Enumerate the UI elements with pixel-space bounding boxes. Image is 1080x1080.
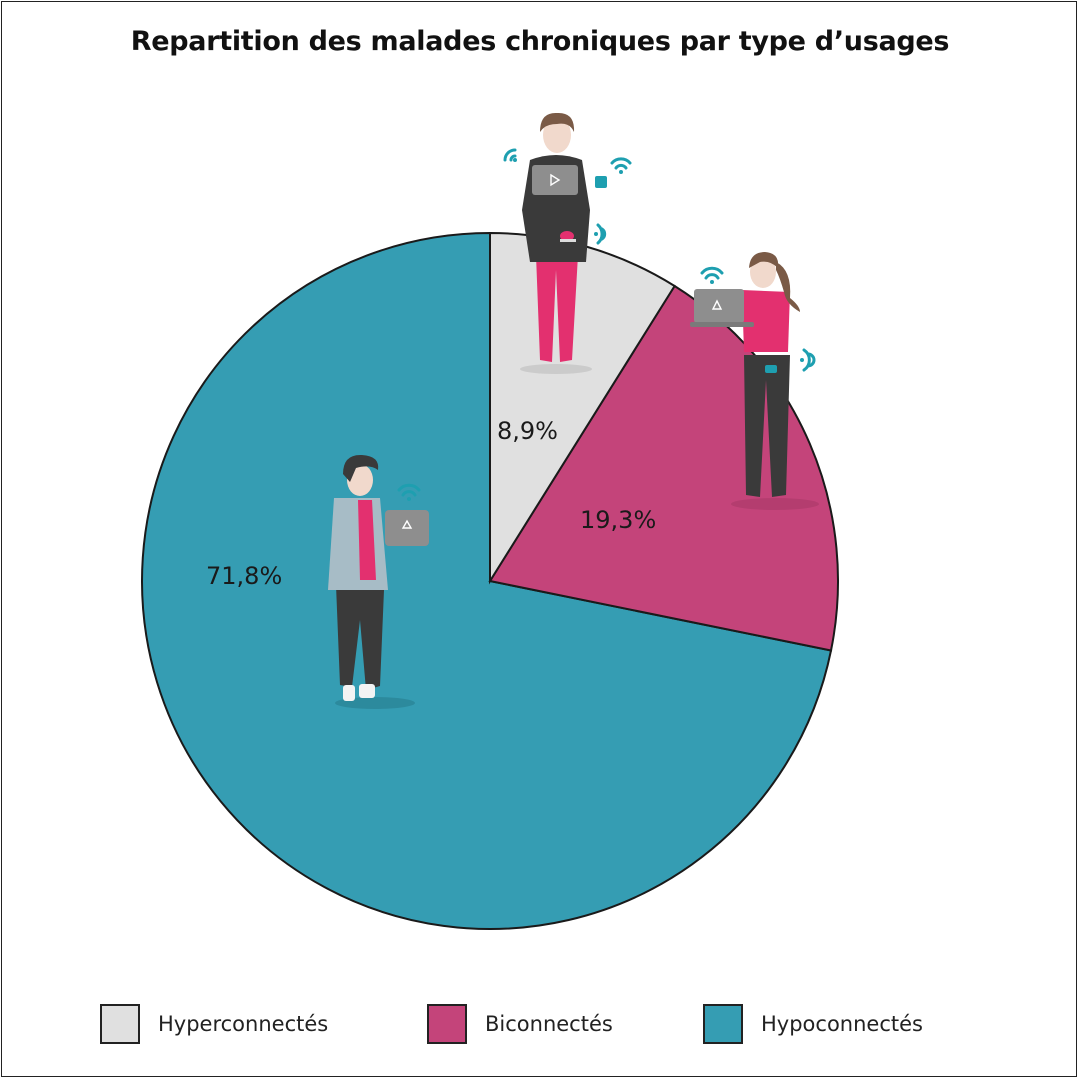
biconnected-person-illustration xyxy=(690,252,819,510)
pie-slices xyxy=(141,231,839,930)
hyperconnected-person-illustration xyxy=(503,112,632,374)
legend-item-biconnectes[interactable]: Biconnectés xyxy=(427,1004,613,1044)
legend-item-hypoconnectes[interactable]: Hypoconnectés xyxy=(703,1004,923,1044)
hypoconnected-person-illustration xyxy=(328,454,429,709)
label-biconnectes: 19,3% xyxy=(580,506,657,534)
legend-item-hyperconnectes[interactable]: Hyperconnectés xyxy=(100,1004,328,1044)
slice-hypoconnectes[interactable] xyxy=(141,231,833,930)
chart-title: Repartition des malades chroniques par t… xyxy=(130,26,950,57)
legend: Hyperconnectés Biconnectés Hypoconnectés xyxy=(0,1004,1080,1050)
legend-swatch-hyperconnectes xyxy=(100,1004,140,1044)
legend-swatch-hypoconnectes xyxy=(703,1004,743,1044)
legend-label: Hypoconnectés xyxy=(761,1012,923,1036)
label-hypoconnectes: 71,8% xyxy=(206,562,283,590)
label-hyperconnectes: 8,9% xyxy=(497,417,558,445)
legend-label: Biconnectés xyxy=(485,1012,613,1036)
legend-label: Hyperconnectés xyxy=(158,1012,329,1036)
legend-swatch-biconnectes xyxy=(427,1004,467,1044)
